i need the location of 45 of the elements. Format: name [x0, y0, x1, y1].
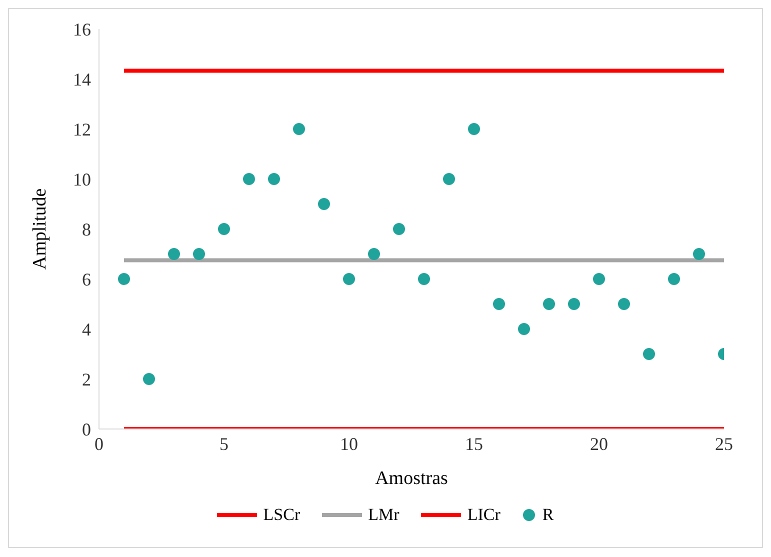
point — [643, 348, 655, 360]
y-tick-label: 6 — [82, 269, 91, 290]
legend-label: LSCr — [263, 505, 300, 525]
point — [343, 273, 355, 285]
point — [368, 248, 380, 260]
x-tick-label: 5 — [220, 434, 228, 454]
x-axis-title: Amostras — [375, 468, 448, 489]
point — [568, 298, 580, 310]
point — [118, 273, 130, 285]
y-tick-label: 14 — [73, 69, 91, 90]
y-tick-label: 12 — [73, 119, 91, 140]
point — [493, 298, 505, 310]
y-tick-label: 4 — [82, 319, 91, 340]
y-tick-label: 0 — [82, 419, 91, 440]
point — [543, 298, 555, 310]
point — [268, 173, 280, 185]
x-tick-label: 15 — [465, 434, 483, 454]
point — [593, 273, 605, 285]
point — [468, 123, 480, 135]
y-tick-label: 2 — [82, 369, 91, 390]
point — [443, 173, 455, 185]
x-tick-label: 10 — [340, 434, 358, 454]
x-tick-label: 25 — [715, 434, 733, 454]
legend-label: R — [542, 505, 554, 525]
x-tick-label: 0 — [94, 434, 104, 454]
point — [618, 298, 630, 310]
point — [518, 323, 530, 335]
point — [218, 223, 230, 235]
point — [318, 198, 330, 210]
point — [668, 273, 680, 285]
point — [418, 273, 430, 285]
point — [193, 248, 205, 260]
y-axis-title: Amplitude — [30, 188, 51, 270]
legend-label: LMr — [368, 505, 400, 525]
point — [293, 123, 305, 135]
point — [143, 373, 155, 385]
y-tick-label: 8 — [82, 219, 91, 240]
point — [393, 223, 405, 235]
y-tick-label: 16 — [73, 19, 91, 40]
point — [168, 248, 180, 260]
y-tick-label: 10 — [73, 169, 91, 190]
legend-label: LICr — [467, 505, 500, 525]
point — [243, 173, 255, 185]
x-tick-label: 20 — [590, 434, 608, 454]
point — [693, 248, 705, 260]
